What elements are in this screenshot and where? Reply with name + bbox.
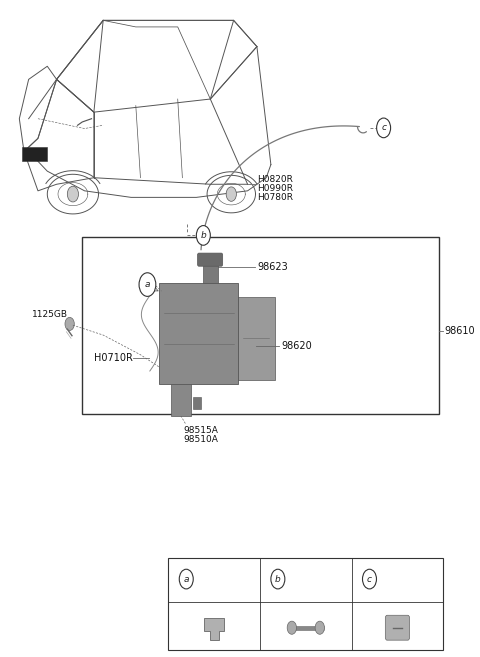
Text: b: b: [201, 231, 206, 240]
Circle shape: [179, 569, 193, 589]
Text: H0780R: H0780R: [257, 193, 293, 202]
Circle shape: [377, 118, 391, 138]
Circle shape: [139, 273, 156, 296]
Polygon shape: [204, 618, 225, 639]
Text: 81199: 81199: [196, 575, 225, 583]
Text: a: a: [183, 575, 189, 583]
FancyBboxPatch shape: [385, 615, 409, 640]
Text: 98510A: 98510A: [183, 436, 218, 444]
FancyBboxPatch shape: [22, 147, 47, 162]
Bar: [168, 558, 443, 650]
Bar: [203, 264, 217, 283]
Text: 98620: 98620: [281, 341, 312, 351]
Text: H0710R: H0710R: [94, 353, 132, 363]
Circle shape: [271, 569, 285, 589]
Text: 1125GB: 1125GB: [32, 309, 68, 319]
Text: 98515A: 98515A: [183, 426, 218, 435]
Circle shape: [226, 187, 237, 201]
Text: c: c: [367, 575, 372, 583]
FancyBboxPatch shape: [237, 297, 275, 380]
Text: c: c: [381, 124, 386, 132]
Text: H0990R: H0990R: [257, 184, 293, 193]
Bar: [82, 237, 439, 414]
Text: 98516: 98516: [288, 575, 317, 583]
Text: H0820R: H0820R: [257, 175, 293, 183]
Text: 98610: 98610: [444, 326, 475, 336]
FancyBboxPatch shape: [159, 283, 238, 384]
Circle shape: [67, 186, 79, 202]
Circle shape: [315, 621, 324, 634]
Circle shape: [65, 317, 74, 330]
Text: 98661G: 98661G: [380, 575, 416, 583]
Text: a: a: [144, 280, 150, 289]
Text: 98623: 98623: [257, 262, 288, 272]
Circle shape: [362, 569, 376, 589]
Bar: [171, 384, 191, 416]
Bar: [193, 397, 201, 409]
Circle shape: [287, 621, 297, 634]
Circle shape: [196, 225, 210, 245]
Text: b: b: [275, 575, 281, 583]
FancyBboxPatch shape: [197, 253, 223, 266]
